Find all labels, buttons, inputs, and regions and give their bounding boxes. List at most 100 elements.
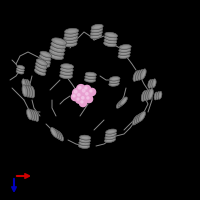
Ellipse shape bbox=[40, 63, 47, 66]
Ellipse shape bbox=[61, 64, 74, 69]
Ellipse shape bbox=[51, 55, 60, 58]
Ellipse shape bbox=[16, 70, 24, 74]
Ellipse shape bbox=[24, 79, 28, 88]
Ellipse shape bbox=[51, 41, 66, 49]
Ellipse shape bbox=[54, 44, 63, 47]
Ellipse shape bbox=[138, 111, 146, 122]
Ellipse shape bbox=[93, 35, 100, 37]
Circle shape bbox=[81, 88, 89, 96]
Ellipse shape bbox=[150, 81, 151, 87]
Ellipse shape bbox=[133, 70, 139, 82]
Ellipse shape bbox=[25, 81, 26, 86]
Circle shape bbox=[83, 85, 91, 93]
Ellipse shape bbox=[34, 68, 46, 76]
Ellipse shape bbox=[35, 62, 47, 69]
Ellipse shape bbox=[104, 35, 117, 41]
Circle shape bbox=[76, 92, 84, 100]
Ellipse shape bbox=[158, 91, 162, 99]
Ellipse shape bbox=[23, 87, 25, 94]
Ellipse shape bbox=[54, 130, 62, 140]
Ellipse shape bbox=[160, 93, 161, 98]
Ellipse shape bbox=[139, 115, 142, 121]
Ellipse shape bbox=[145, 92, 148, 99]
Ellipse shape bbox=[81, 145, 87, 147]
Ellipse shape bbox=[120, 100, 124, 105]
Ellipse shape bbox=[142, 71, 145, 77]
Ellipse shape bbox=[32, 112, 35, 119]
Ellipse shape bbox=[36, 59, 47, 66]
Ellipse shape bbox=[64, 28, 79, 34]
Ellipse shape bbox=[67, 30, 76, 33]
Ellipse shape bbox=[80, 135, 91, 140]
Ellipse shape bbox=[139, 111, 145, 121]
Ellipse shape bbox=[60, 73, 72, 79]
Ellipse shape bbox=[105, 132, 116, 137]
Ellipse shape bbox=[141, 90, 147, 102]
Ellipse shape bbox=[150, 91, 152, 98]
Ellipse shape bbox=[55, 40, 63, 44]
Ellipse shape bbox=[82, 137, 88, 139]
Ellipse shape bbox=[17, 68, 24, 72]
Ellipse shape bbox=[53, 47, 62, 51]
Ellipse shape bbox=[18, 71, 22, 73]
Ellipse shape bbox=[42, 53, 49, 56]
Ellipse shape bbox=[90, 33, 102, 39]
Ellipse shape bbox=[61, 63, 74, 69]
Ellipse shape bbox=[29, 86, 35, 98]
Ellipse shape bbox=[28, 111, 30, 118]
Ellipse shape bbox=[60, 70, 73, 76]
Ellipse shape bbox=[118, 51, 130, 55]
Ellipse shape bbox=[58, 133, 61, 139]
Ellipse shape bbox=[62, 75, 70, 77]
Ellipse shape bbox=[53, 129, 59, 139]
Circle shape bbox=[88, 88, 96, 96]
Ellipse shape bbox=[109, 79, 120, 84]
Ellipse shape bbox=[24, 85, 30, 97]
Ellipse shape bbox=[39, 58, 50, 64]
Ellipse shape bbox=[137, 72, 140, 79]
Ellipse shape bbox=[26, 80, 30, 88]
Ellipse shape bbox=[34, 113, 37, 119]
Ellipse shape bbox=[64, 35, 78, 40]
Ellipse shape bbox=[60, 67, 73, 73]
Ellipse shape bbox=[78, 144, 90, 148]
Ellipse shape bbox=[108, 131, 115, 133]
Ellipse shape bbox=[52, 128, 60, 139]
Ellipse shape bbox=[60, 67, 73, 72]
Ellipse shape bbox=[107, 37, 114, 39]
Ellipse shape bbox=[38, 64, 44, 68]
Circle shape bbox=[80, 95, 88, 103]
Ellipse shape bbox=[26, 108, 32, 120]
Circle shape bbox=[77, 85, 85, 93]
Circle shape bbox=[71, 93, 79, 101]
Ellipse shape bbox=[63, 41, 77, 47]
Ellipse shape bbox=[87, 79, 93, 81]
Ellipse shape bbox=[22, 79, 26, 88]
Ellipse shape bbox=[51, 42, 66, 49]
Ellipse shape bbox=[85, 75, 96, 80]
Ellipse shape bbox=[156, 92, 160, 100]
Ellipse shape bbox=[116, 100, 124, 108]
Ellipse shape bbox=[156, 91, 160, 100]
Ellipse shape bbox=[109, 82, 119, 86]
Ellipse shape bbox=[79, 135, 91, 140]
Ellipse shape bbox=[143, 93, 146, 99]
Ellipse shape bbox=[36, 62, 47, 69]
Circle shape bbox=[78, 94, 80, 96]
Circle shape bbox=[87, 97, 89, 99]
Ellipse shape bbox=[38, 61, 50, 67]
Ellipse shape bbox=[119, 45, 131, 49]
Ellipse shape bbox=[39, 57, 51, 64]
Ellipse shape bbox=[52, 51, 61, 54]
Ellipse shape bbox=[90, 30, 102, 36]
Circle shape bbox=[73, 89, 81, 97]
Ellipse shape bbox=[148, 80, 152, 88]
Ellipse shape bbox=[81, 140, 88, 142]
Circle shape bbox=[82, 89, 85, 92]
Ellipse shape bbox=[41, 59, 48, 63]
Ellipse shape bbox=[63, 41, 77, 47]
Ellipse shape bbox=[78, 143, 90, 149]
Ellipse shape bbox=[104, 137, 116, 143]
Ellipse shape bbox=[152, 79, 156, 88]
Ellipse shape bbox=[91, 24, 103, 30]
